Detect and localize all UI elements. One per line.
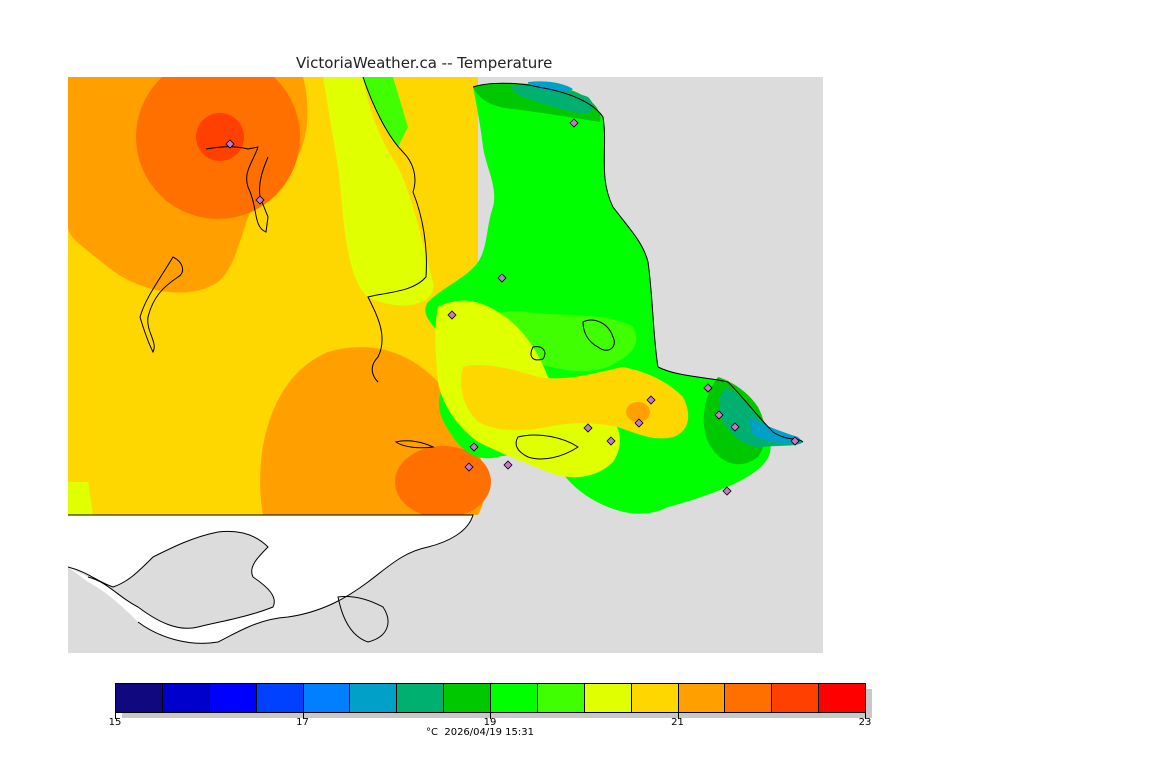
blue-tip-east xyxy=(748,417,803,445)
teal-zone-east xyxy=(718,387,803,448)
station-marker[interactable] xyxy=(646,395,656,405)
colorbar-swatch xyxy=(724,683,773,713)
orange-spot-east xyxy=(626,402,650,422)
colorbar-tick-label: 15 xyxy=(108,717,122,728)
colorbar-swatch xyxy=(208,683,257,713)
colorbar-tick xyxy=(302,713,304,719)
colorbar-tick xyxy=(490,713,491,719)
colorbar-tick-label: 23 xyxy=(858,717,872,728)
yellow-corner-sw xyxy=(68,482,93,515)
station-marker[interactable] xyxy=(255,195,265,205)
colorbar-swatch xyxy=(536,683,585,713)
colorbar-swatch xyxy=(115,683,163,713)
units-timestamp: °C 2026/04/19 15:31 xyxy=(426,727,534,738)
colorbar-swatch xyxy=(818,683,866,713)
station-marker[interactable] xyxy=(634,418,644,428)
station-marker[interactable] xyxy=(464,462,474,472)
colorbar-swatch xyxy=(396,683,445,713)
station-marker[interactable] xyxy=(569,118,579,128)
station-marker[interactable] xyxy=(790,436,800,446)
map-svg xyxy=(68,77,823,653)
station-marker[interactable] xyxy=(497,273,507,283)
colorbar-tick-label: 21 xyxy=(671,717,684,728)
blue-zone-north xyxy=(528,81,573,92)
coastlines xyxy=(68,77,804,644)
station-marker[interactable] xyxy=(447,310,457,320)
colorbar xyxy=(115,683,866,719)
hot-core-nw xyxy=(196,113,244,161)
colorbar-swatch xyxy=(771,683,820,713)
station-marker[interactable] xyxy=(606,436,616,446)
colorbar-swatch xyxy=(161,683,210,713)
colorbar-tick xyxy=(115,713,116,719)
station-marker[interactable] xyxy=(703,383,713,393)
station-marker[interactable] xyxy=(722,486,732,496)
green-tip-north xyxy=(363,77,408,147)
colorbar-swatch xyxy=(443,683,491,713)
colorbar-swatch xyxy=(302,683,351,713)
station-marker[interactable] xyxy=(583,423,593,433)
colorbar-swatch xyxy=(349,683,398,713)
colorbar-tick xyxy=(865,713,866,719)
yellow-band-north xyxy=(323,77,434,306)
station-marker[interactable] xyxy=(730,422,740,432)
station-marker[interactable] xyxy=(714,410,724,420)
colorbar-swatch xyxy=(255,683,304,713)
temperature-map xyxy=(68,77,823,653)
island-coast xyxy=(68,531,275,629)
colorbar-tick xyxy=(677,713,679,719)
station-marker[interactable] xyxy=(469,442,479,452)
colorbar-tick-label: 17 xyxy=(296,717,309,728)
red-orange-zone-s xyxy=(395,446,491,518)
colorbar-swatch xyxy=(490,683,538,713)
map-title: VictoriaWeather.ca -- Temperature xyxy=(296,54,553,72)
colorbar-tick-label: 19 xyxy=(483,717,497,728)
teal-zone-north xyxy=(511,85,594,114)
colorbar-swatch xyxy=(677,683,726,713)
station-markers xyxy=(225,118,800,496)
colorbar-swatch xyxy=(630,683,679,713)
station-marker[interactable] xyxy=(225,139,235,149)
station-marker[interactable] xyxy=(503,460,513,470)
colorbar-swatch xyxy=(583,683,632,713)
